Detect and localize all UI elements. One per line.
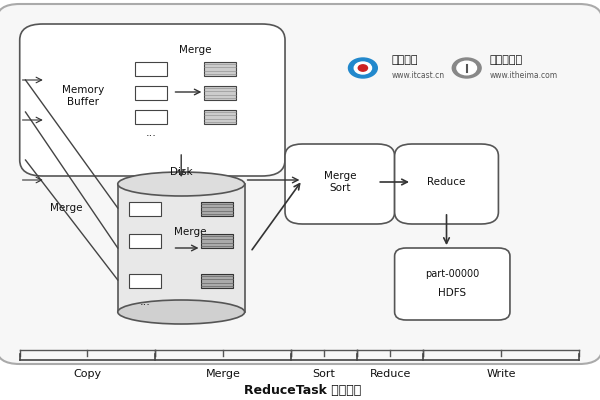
FancyBboxPatch shape — [0, 4, 600, 364]
Text: Write: Write — [487, 369, 516, 379]
FancyBboxPatch shape — [130, 202, 161, 216]
Text: www.itheima.com: www.itheima.com — [490, 72, 558, 80]
Circle shape — [452, 58, 481, 78]
FancyBboxPatch shape — [202, 202, 233, 216]
FancyBboxPatch shape — [130, 234, 161, 248]
Circle shape — [349, 58, 377, 78]
Text: Merge: Merge — [179, 45, 212, 55]
FancyBboxPatch shape — [395, 144, 499, 224]
Text: ReduceTask 工作原理: ReduceTask 工作原理 — [244, 384, 361, 396]
FancyBboxPatch shape — [135, 110, 167, 124]
Text: Merge: Merge — [206, 369, 241, 379]
Text: Memory
Buffer: Memory Buffer — [62, 85, 104, 107]
FancyBboxPatch shape — [202, 274, 233, 288]
Ellipse shape — [118, 172, 245, 196]
Ellipse shape — [118, 300, 245, 324]
Circle shape — [354, 62, 371, 74]
Text: Reduce: Reduce — [370, 369, 411, 379]
Text: ...: ... — [140, 297, 151, 307]
Text: 黑马程序员: 黑马程序员 — [490, 55, 523, 65]
FancyBboxPatch shape — [118, 184, 245, 312]
Text: Merge: Merge — [50, 203, 82, 213]
FancyBboxPatch shape — [135, 86, 167, 100]
FancyBboxPatch shape — [395, 248, 510, 320]
FancyBboxPatch shape — [204, 86, 236, 100]
Text: Merge: Merge — [173, 227, 206, 237]
FancyBboxPatch shape — [285, 144, 395, 224]
Text: www.itcast.cn: www.itcast.cn — [392, 72, 445, 80]
FancyBboxPatch shape — [130, 274, 161, 288]
Text: Copy: Copy — [73, 369, 101, 379]
Text: Disk: Disk — [170, 167, 193, 177]
Text: ...: ... — [146, 128, 157, 138]
Text: Merge
Sort: Merge Sort — [323, 171, 356, 193]
FancyBboxPatch shape — [204, 62, 236, 76]
FancyBboxPatch shape — [204, 110, 236, 124]
Circle shape — [457, 61, 476, 75]
Text: part-00000: part-00000 — [425, 269, 479, 279]
Text: HDFS: HDFS — [438, 288, 466, 298]
Text: Sort: Sort — [313, 369, 335, 379]
Text: Reduce: Reduce — [427, 177, 466, 187]
Text: 传智教育: 传智教育 — [392, 55, 418, 65]
FancyBboxPatch shape — [20, 24, 285, 176]
Circle shape — [358, 65, 367, 71]
FancyBboxPatch shape — [202, 234, 233, 248]
FancyBboxPatch shape — [135, 62, 167, 76]
